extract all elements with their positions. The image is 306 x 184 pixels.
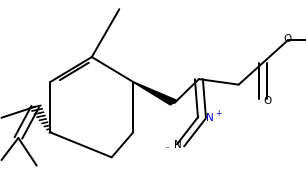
Text: O: O — [264, 96, 272, 106]
Text: ⁻: ⁻ — [164, 146, 169, 154]
Text: +: + — [216, 109, 222, 118]
Text: N: N — [206, 113, 214, 123]
Text: O: O — [284, 34, 292, 44]
Text: N: N — [174, 140, 181, 150]
Polygon shape — [132, 81, 178, 106]
